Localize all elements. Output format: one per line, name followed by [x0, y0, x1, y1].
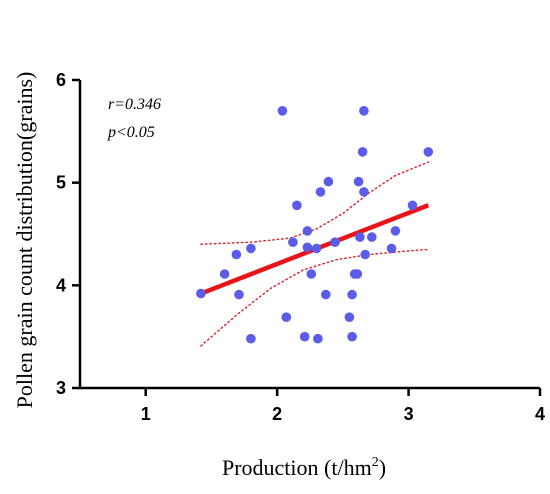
data-point — [246, 243, 256, 254]
y-tick-label: 6 — [56, 70, 66, 90]
data-point — [311, 243, 322, 254]
data-point — [299, 331, 310, 342]
data-point — [357, 147, 368, 157]
data-point — [246, 333, 256, 344]
p-annotation: p<0.05 — [107, 124, 155, 141]
data-point — [353, 176, 364, 187]
data-point — [323, 176, 334, 187]
x-tick-label: 2 — [272, 404, 282, 424]
data-point — [344, 312, 355, 323]
data-point — [234, 289, 244, 300]
data-point — [313, 333, 323, 344]
data-point — [196, 288, 206, 299]
data-point — [292, 200, 302, 211]
x-axis-title-suffix: ) — [379, 455, 386, 480]
data-point — [360, 249, 371, 260]
x-tick-label: 4 — [535, 404, 545, 424]
data-point — [352, 269, 363, 279]
data-point — [302, 226, 313, 236]
x-tick-label: 3 — [404, 404, 414, 424]
data-point — [231, 249, 242, 260]
ci-lower-line — [200, 248, 429, 347]
data-point — [281, 312, 292, 323]
ci-upper-line — [200, 161, 429, 245]
x-axis-title-superscript: 2 — [372, 455, 379, 470]
data-point — [367, 232, 377, 242]
data-point — [386, 243, 397, 254]
y-tick-label: 4 — [56, 275, 66, 295]
y-tick-label: 3 — [56, 378, 66, 398]
data-point — [390, 226, 401, 236]
data-point — [315, 187, 326, 197]
x-axis-title: Production (t/hm2) — [222, 455, 386, 480]
data-point — [355, 232, 365, 242]
data-point — [347, 331, 357, 342]
data-point — [347, 289, 357, 300]
data-point — [330, 237, 340, 247]
r-annotation: r=0.346 — [108, 96, 161, 113]
y-axis-title: Pollen grain count distribution(grains) — [12, 72, 37, 409]
data-point — [407, 200, 418, 211]
data-point — [288, 237, 298, 247]
data-point — [302, 242, 313, 253]
data-point — [359, 106, 369, 116]
data-point — [219, 269, 230, 279]
data-point — [277, 106, 288, 116]
data-point — [359, 187, 369, 197]
y-tick-label: 5 — [56, 173, 66, 193]
data-point — [423, 147, 434, 157]
x-axis-title-text: Production (t/hm — [222, 455, 372, 480]
data-point — [321, 289, 331, 300]
data-point — [306, 269, 317, 279]
confidence-band — [200, 161, 429, 347]
axes: 3 4 5 6 1 2 3 4 — [56, 70, 545, 424]
data-points — [196, 106, 434, 344]
x-tick-label: 1 — [141, 404, 151, 424]
